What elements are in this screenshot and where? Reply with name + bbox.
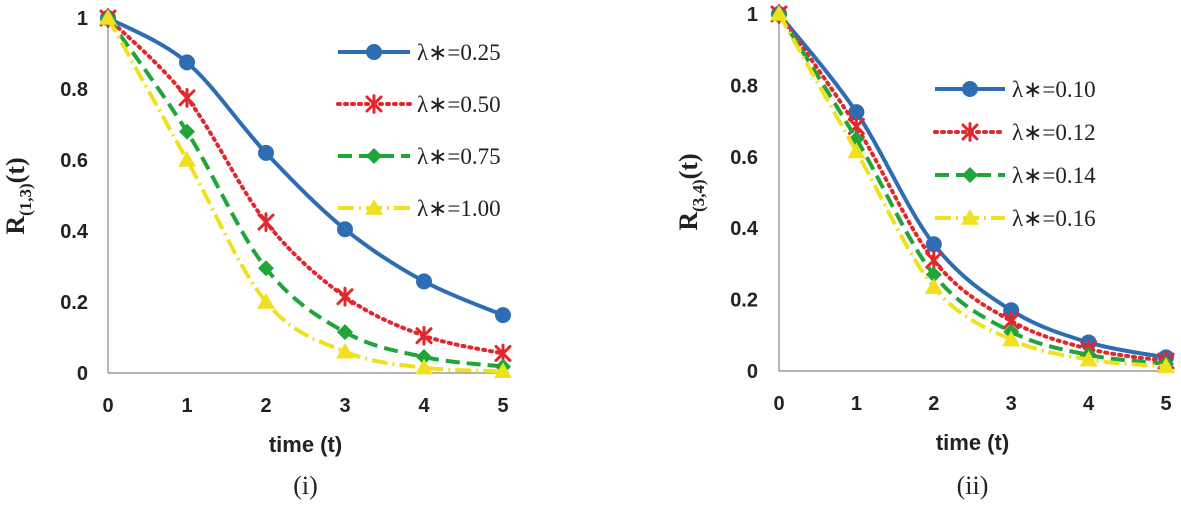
legend-entry: λ∗=0.25 xyxy=(338,40,501,65)
legend-label: λ∗=1.00 xyxy=(417,196,501,221)
data-point xyxy=(416,349,432,366)
y-tick-label: 0.2 xyxy=(730,290,758,312)
chart-panel-1: 0 0.2 0.4 0.6 0.8 1 0 1 2 3 4 5 time (t) R(1,3)(t) λ∗=… xyxy=(1,8,512,500)
data-point xyxy=(1003,302,1020,319)
data-point xyxy=(925,250,943,271)
data-point xyxy=(258,260,274,277)
panel-caption: (ii) xyxy=(957,471,989,500)
y-tick-label: 1 xyxy=(747,4,758,26)
y-tick-label: 0.8 xyxy=(60,79,88,101)
y-tick-label: 0.2 xyxy=(60,292,88,314)
series-line xyxy=(777,13,1167,369)
panel-caption: (i) xyxy=(293,471,318,500)
y-tick-label: 0 xyxy=(77,363,88,385)
data-point xyxy=(495,307,511,324)
data-point xyxy=(258,144,274,161)
legend-entry: λ∗=1.00 xyxy=(338,196,501,221)
legend-marker xyxy=(366,44,382,60)
x-tick-label: 1 xyxy=(851,393,862,415)
legend-marker xyxy=(962,167,978,183)
series-line xyxy=(777,12,1167,360)
series-line xyxy=(777,12,1167,366)
data-point xyxy=(179,54,195,71)
y-tick-label: 0.6 xyxy=(60,150,88,172)
data-point xyxy=(99,9,117,25)
legend-marker xyxy=(961,209,979,225)
legend-marker xyxy=(962,81,978,97)
series-line xyxy=(106,16,504,369)
data-point xyxy=(337,324,353,341)
data-point xyxy=(336,286,354,307)
data-point xyxy=(1079,350,1098,367)
legend-label: λ∗=0.14 xyxy=(1012,163,1096,188)
x-tick-label: 0 xyxy=(102,395,113,417)
legend-entry: λ∗=0.10 xyxy=(935,77,1096,102)
series-4 xyxy=(770,5,1175,374)
data-point xyxy=(416,273,432,290)
legend-label: λ∗=0.16 xyxy=(1012,206,1096,231)
x-axis-title: time (t) xyxy=(269,432,342,457)
data-point xyxy=(494,362,512,378)
series-1 xyxy=(771,6,1174,366)
legend-entry: λ∗=0.12 xyxy=(933,120,1096,145)
legend-label: λ∗=0.75 xyxy=(417,144,501,169)
data-point xyxy=(924,278,943,294)
data-point xyxy=(178,87,196,108)
y-tick-label: 0.6 xyxy=(730,147,758,169)
data-point xyxy=(415,325,433,346)
y-axis-title: R(3,4)(t) xyxy=(674,153,708,230)
chart-panel-2: 0 0.2 0.4 0.6 0.8 1 0 1 2 3 4 5 time (t) R(3,4)(t) λ∗=… xyxy=(674,4,1175,500)
legend-marker xyxy=(365,199,383,215)
x-tick-label: 2 xyxy=(260,395,271,417)
x-tick-label: 4 xyxy=(1083,393,1095,415)
x-tick-label: 5 xyxy=(497,395,508,417)
data-point xyxy=(1002,330,1021,347)
data-point xyxy=(257,293,275,309)
data-point xyxy=(770,5,788,21)
y-tick-label: 1 xyxy=(77,8,88,30)
data-point xyxy=(848,104,865,121)
legend-label: λ∗=0.12 xyxy=(1012,120,1096,145)
series-4 xyxy=(99,9,512,378)
x-tick-label: 4 xyxy=(418,395,430,417)
y-tick-label: 0.8 xyxy=(730,75,758,97)
x-axis-title: time (t) xyxy=(936,430,1009,455)
data-point xyxy=(1157,357,1175,374)
data-point xyxy=(178,151,196,167)
legend-entry: λ∗=0.16 xyxy=(935,206,1096,231)
data-point xyxy=(257,212,275,233)
data-point xyxy=(925,236,942,253)
legend-label: λ∗=0.25 xyxy=(417,40,501,65)
series-3 xyxy=(771,6,1174,372)
data-point xyxy=(415,358,433,375)
series-line xyxy=(777,12,1168,364)
series-line xyxy=(106,17,504,374)
data-point xyxy=(337,221,353,238)
legend-entry: λ∗=0.14 xyxy=(935,163,1096,188)
legend-marker xyxy=(365,94,383,114)
y-axis-title: R(1,3)(t) xyxy=(1,157,35,234)
legend-label: λ∗=0.50 xyxy=(417,92,501,117)
series-line xyxy=(106,16,505,356)
x-tick-label: 5 xyxy=(1160,393,1171,415)
legend-entry: λ∗=0.75 xyxy=(338,144,501,169)
series-2 xyxy=(770,4,1175,371)
x-tick-label: 0 xyxy=(773,393,784,415)
legend-entry: λ∗=0.50 xyxy=(336,92,501,117)
y-tick-label: 0.4 xyxy=(60,221,89,243)
legend-label: λ∗=0.10 xyxy=(1012,77,1096,102)
x-tick-label: 2 xyxy=(928,393,939,415)
y-tick-label: 0 xyxy=(747,361,758,383)
y-tick-label: 0.4 xyxy=(730,218,759,240)
legend-marker xyxy=(961,122,979,142)
x-tick-label: 3 xyxy=(339,395,350,417)
data-point xyxy=(179,123,195,140)
data-point xyxy=(847,142,866,159)
x-tick-label: 3 xyxy=(1006,393,1017,415)
x-tick-label: 1 xyxy=(181,395,192,417)
data-point xyxy=(336,342,354,359)
data-point xyxy=(925,266,942,283)
legend-marker xyxy=(366,148,382,164)
